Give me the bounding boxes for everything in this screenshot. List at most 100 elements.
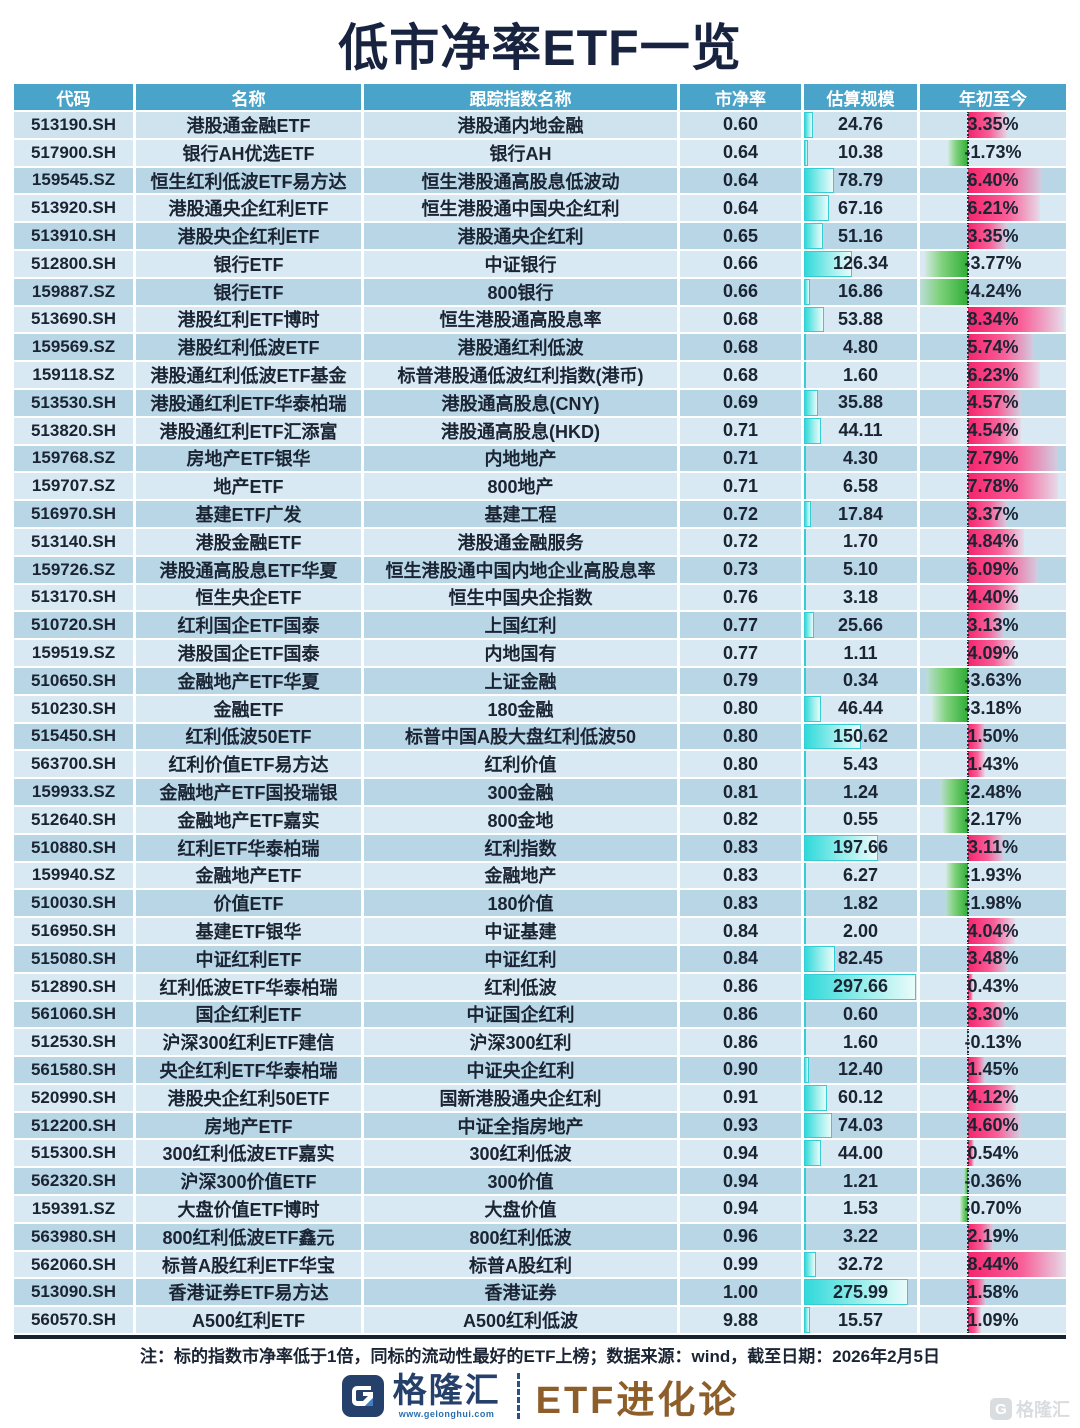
ytd-zero-baseline <box>967 112 970 138</box>
etf-code: 560570.SH <box>30 1310 117 1330</box>
ytd-zero-baseline <box>967 695 970 722</box>
etf-code-cell: 513690.SH <box>14 306 136 335</box>
index-name-cell: 香港证券 <box>364 1279 680 1308</box>
table-row: 563980.SH 800红利低波ETF鑫元 800红利低波 0.96 3.22… <box>14 1223 1066 1252</box>
table-row: 516950.SH 基建ETF银华 中证基建 0.84 2.00 4.04% <box>14 918 1066 946</box>
etf-name: 金融地产ETF华夏 <box>177 671 320 692</box>
scale-cell: 1.70 <box>804 528 920 557</box>
table-row: 510650.SH 金融地产ETF华夏 上证金融 0.79 0.34 -3.63… <box>14 667 1066 696</box>
etf-name: 港股通高股息ETF华夏 <box>159 560 338 581</box>
index-name-cell: 标普A股红利 <box>364 1251 680 1280</box>
pb-ratio: 0.94 <box>722 1198 759 1219</box>
table-row: 513530.SH 港股通红利ETF华泰柏瑞 港股通高股息(CNY) 0.69 … <box>14 389 1066 418</box>
etf-name: 香港证券ETF易方达 <box>168 1283 329 1304</box>
pb-ratio: 0.83 <box>722 864 759 885</box>
index-name: 港股通央企红利 <box>457 227 584 248</box>
scale-value: 3.22 <box>842 1226 879 1247</box>
etf-name-cell: 港股国企ETF国泰 <box>136 640 364 668</box>
ytd-value: 4.54% <box>967 420 1019 441</box>
index-name: 港股通内地金融 <box>457 115 584 136</box>
ytd-cell: 1.09% <box>920 1307 1066 1336</box>
table-row: 159545.SZ 恒生红利低波ETF易方达 恒生港股通高股息低波动 0.64 … <box>14 167 1066 196</box>
index-name-cell: 上国红利 <box>364 612 680 641</box>
etf-name: 恒生红利低波ETF易方达 <box>150 171 347 192</box>
index-name: 红利指数 <box>484 838 557 859</box>
ytd-bar <box>968 1279 987 1306</box>
etf-code: 515450.SH <box>30 726 117 746</box>
index-name: 港股通高股息(CNY) <box>441 393 600 414</box>
etf-code: 159569.SZ <box>31 337 116 357</box>
ytd-cell: 4.12% <box>920 1084 1066 1113</box>
ytd-zero-baseline <box>967 945 970 972</box>
etf-code: 510650.SH <box>30 670 117 690</box>
column-brand-name: ETF进化论 <box>535 1379 740 1422</box>
ytd-cell: 3.48% <box>920 945 1066 974</box>
pb-ratio: 0.66 <box>722 253 759 274</box>
ytd-value: 2.19% <box>967 1226 1019 1247</box>
index-name: 180价值 <box>487 894 554 915</box>
etf-name: 银行ETF <box>213 282 284 303</box>
etf-code-cell: 563700.SH <box>14 751 136 780</box>
etf-code: 516950.SH <box>30 921 117 940</box>
scale-bar <box>804 1307 810 1334</box>
ytd-zero-baseline <box>967 806 970 833</box>
scale-bar <box>804 751 807 778</box>
pb-ratio-cell: 0.71 <box>680 473 804 502</box>
ytd-zero-baseline <box>967 918 970 944</box>
etf-name: 港股通央企红利ETF <box>168 199 329 220</box>
pb-ratio-cell: 0.68 <box>680 306 804 335</box>
etf-name: 港股通金融ETF <box>186 115 311 136</box>
scale-cell: 82.45 <box>804 945 920 974</box>
table-row: 515080.SH 中证红利ETF 中证红利 0.84 82.45 3.48% <box>14 945 1066 974</box>
etf-name-cell: 港股红利低波ETF <box>136 334 364 363</box>
table-row: 159118.SZ 港股通红利低波ETF基金 标普港股通低波红利指数(港币) 0… <box>14 362 1066 390</box>
scale-cell: 51.16 <box>804 223 920 251</box>
ytd-cell: 3.11% <box>920 834 1066 863</box>
pb-ratio-cell: 0.72 <box>680 501 804 529</box>
index-name: 港股通红利低波 <box>457 338 584 359</box>
etf-code: 510880.SH <box>30 837 117 857</box>
etf-code: 159768.SZ <box>31 448 116 468</box>
table-row: 159940.SZ 金融地产ETF 金融地产 0.83 6.27 -1.93% <box>14 862 1066 891</box>
scale-cell: 35.88 <box>804 389 920 418</box>
ytd-bar <box>945 862 969 889</box>
pb-ratio-cell: 0.84 <box>680 918 804 946</box>
ytd-value: -1.98% <box>964 892 1022 913</box>
ytd-value: -3.77% <box>964 253 1022 274</box>
etf-code-cell: 159933.SZ <box>14 779 136 807</box>
etf-name-cell: 港股通金融ETF <box>136 112 364 140</box>
index-name: 国新港股通央企红利 <box>439 1088 602 1109</box>
brand-url: www.gelonghui.com <box>398 1408 495 1419</box>
ytd-cell: 0.54% <box>920 1140 1066 1169</box>
ytd-value: -2.48% <box>964 781 1022 802</box>
table-row: 159569.SZ 港股红利低波ETF 港股通红利低波 0.68 4.80 5.… <box>14 334 1066 363</box>
pb-ratio-cell: 0.93 <box>680 1112 804 1141</box>
ytd-zero-baseline <box>967 389 970 416</box>
etf-name-cell: 港股通红利ETF华泰柏瑞 <box>136 389 364 418</box>
ytd-cell: -1.93% <box>920 862 1066 891</box>
ytd-bar <box>968 501 1008 527</box>
etf-code-cell: 515080.SH <box>14 945 136 974</box>
etf-code-cell: 512640.SH <box>14 806 136 835</box>
etf-code-cell: 516950.SH <box>14 918 136 946</box>
pb-ratio: 0.69 <box>722 392 759 413</box>
index-name-cell: 港股通央企红利 <box>364 223 680 251</box>
etf-name: 金融地产ETF国投瑞银 <box>159 783 338 804</box>
etf-name: 标普A股红利ETF华宝 <box>162 1255 335 1276</box>
page-title: 低市净率ETF一览 <box>338 20 742 76</box>
etf-code-cell: 512530.SH <box>14 1029 136 1058</box>
index-name-cell: 港股通内地金融 <box>364 112 680 140</box>
ytd-zero-baseline <box>967 1057 970 1083</box>
ytd-bar <box>968 640 1016 666</box>
ytd-bar <box>968 445 1059 472</box>
table-row: 513690.SH 港股红利ETF博时 恒生港股通高股息率 0.68 53.88… <box>14 306 1066 335</box>
scale-cell: 60.12 <box>804 1084 920 1113</box>
ytd-cell: 4.57% <box>920 389 1066 418</box>
scale-bar <box>804 112 814 138</box>
ytd-cell: 0.43% <box>920 973 1066 1002</box>
scale-bar <box>804 334 806 361</box>
etf-code: 515300.SH <box>30 1143 117 1163</box>
etf-code-cell: 159887.SZ <box>14 278 136 307</box>
ytd-bar <box>960 1196 969 1222</box>
pb-ratio: 0.72 <box>722 531 759 552</box>
